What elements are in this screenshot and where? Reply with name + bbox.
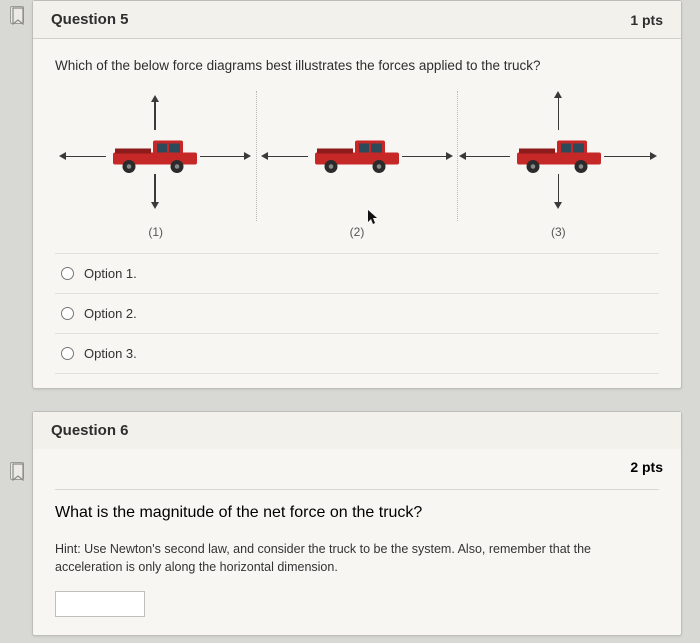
option-3-label: Option 3.: [84, 346, 137, 361]
option-1-radio[interactable]: [61, 267, 74, 280]
diagram-label-1: (1): [55, 225, 256, 239]
question-5-prompt: Which of the below force diagrams best i…: [55, 57, 659, 76]
option-2-row[interactable]: Option 2.: [55, 293, 659, 333]
question-6-card: Question 6 2 pts What is the magnitude o…: [32, 411, 682, 636]
truck-icon: [311, 134, 403, 177]
truck-icon: [513, 134, 605, 177]
option-1-row[interactable]: Option 1.: [55, 253, 659, 293]
question-5-points: 1 pts: [630, 12, 663, 28]
question-5-title: Question 5: [51, 11, 129, 28]
question-5-card: Question 5 1 pts Which of the below forc…: [32, 0, 682, 389]
question-6-hint: Hint: Use Newton's second law, and consi…: [55, 540, 659, 576]
diagram-2: [256, 91, 458, 221]
diagram-labels: (1) (2) (3): [55, 225, 659, 239]
question-6-points: 2 pts: [33, 449, 681, 475]
option-2-radio[interactable]: [61, 307, 74, 320]
bookmark-flag-q6[interactable]: [10, 462, 24, 480]
net-force-input[interactable]: [55, 591, 145, 617]
bookmark-flag-q5[interactable]: [10, 6, 24, 24]
option-1-label: Option 1.: [84, 266, 137, 281]
option-2-label: Option 2.: [84, 306, 137, 321]
question-6-header: Question 6: [33, 412, 681, 449]
cursor-icon: [367, 209, 379, 225]
diagram-3: [457, 91, 659, 221]
force-diagrams-row: [55, 90, 659, 221]
question-6-prompt: What is the magnitude of the net force o…: [55, 489, 659, 524]
diagram-label-3: (3): [458, 225, 659, 239]
option-3-radio[interactable]: [61, 347, 74, 360]
question-5-header: Question 5 1 pts: [33, 1, 681, 39]
diagram-1: [55, 91, 256, 221]
question-6-title: Question 6: [51, 422, 129, 439]
truck-icon: [109, 134, 201, 177]
diagram-label-2: (2): [256, 225, 457, 239]
option-3-row[interactable]: Option 3.: [55, 333, 659, 374]
